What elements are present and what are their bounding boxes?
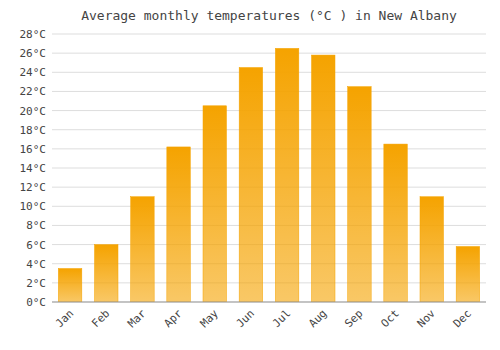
bar [275, 48, 299, 302]
bar [203, 106, 227, 302]
bar [348, 87, 372, 302]
x-tick-label: Apr [161, 307, 185, 331]
y-tick-label: 12°C [20, 181, 47, 194]
bar [131, 197, 155, 302]
x-axis-line [52, 302, 486, 303]
y-tick-label: 16°C [20, 143, 47, 156]
x-tick-label: Sep [342, 307, 365, 330]
x-tick-label: Nov [415, 307, 439, 331]
y-tick-label: 22°C [20, 85, 47, 98]
grid-line [52, 187, 486, 188]
y-tick-label: 28°C [20, 28, 47, 41]
bar [58, 269, 82, 303]
bars [58, 48, 479, 302]
y-tick-label: 8°C [26, 219, 46, 232]
grid-line [52, 110, 486, 111]
y-tick-label: 18°C [20, 124, 47, 137]
title: Average monthly temperatures (°C ) in Ne… [81, 8, 457, 23]
chart: Average monthly temperatures (°C ) in Ne… [0, 0, 500, 350]
y-tick-label: 24°C [20, 66, 47, 79]
x-tick-label: Dec [451, 307, 474, 330]
grid-line [52, 91, 486, 92]
x-tick-label: Mar [125, 307, 149, 331]
x-tick-label: Feb [89, 307, 112, 330]
grid-line [52, 168, 486, 169]
x-tick-label: Jul [270, 307, 293, 330]
y-tick-label: 20°C [20, 105, 47, 118]
y-tick-label: 2°C [26, 277, 46, 290]
bar [94, 245, 118, 302]
grid-line [52, 129, 486, 130]
x-tick-label: Jun [234, 307, 257, 330]
bar [384, 144, 408, 302]
grid [52, 34, 486, 302]
bar [456, 246, 480, 302]
chart-container: Average monthly temperatures (°C ) in Ne… [0, 0, 500, 350]
y-tick-label: 4°C [26, 258, 46, 271]
bar [420, 197, 444, 302]
x-tick-label: Oct [378, 307, 401, 330]
y-tick-label: 26°C [20, 47, 47, 60]
y-tick-label: 10°C [20, 200, 47, 213]
x-tick-label: Aug [306, 307, 329, 330]
grid-line [52, 148, 486, 149]
y-tick-label: 6°C [26, 239, 46, 252]
bar [239, 68, 263, 303]
grid-line [52, 34, 486, 35]
grid-line [52, 53, 486, 54]
y-tick-label: 0°C [26, 296, 46, 309]
grid-line [52, 302, 486, 303]
y-tick-label: 14°C [20, 162, 47, 175]
bar [167, 147, 191, 302]
x-tick-label: May [198, 307, 222, 331]
x-tick-label: Jan [53, 307, 76, 330]
bar [311, 55, 335, 302]
grid-line [52, 72, 486, 73]
